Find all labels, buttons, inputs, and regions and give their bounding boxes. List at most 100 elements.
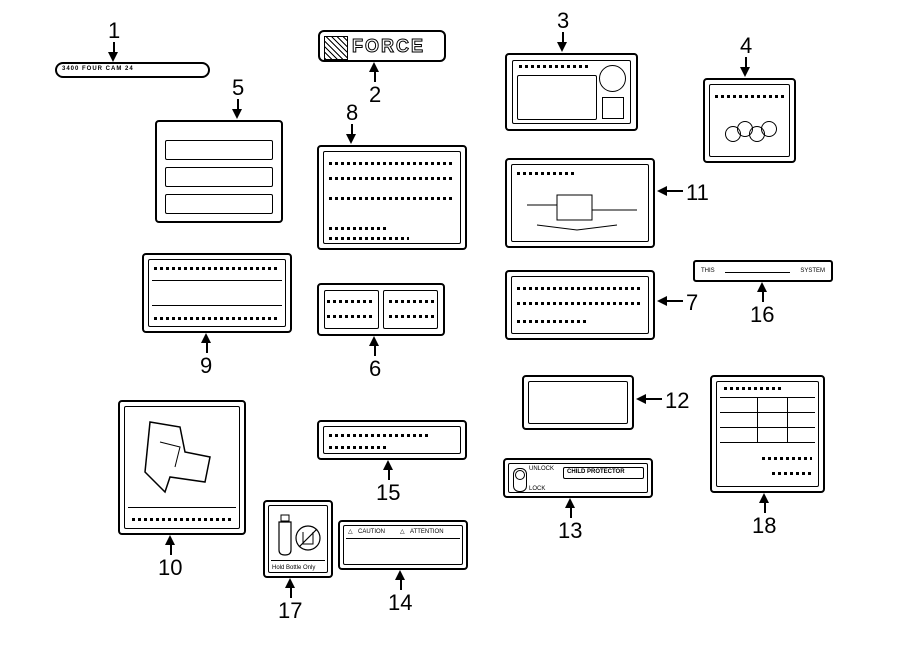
part-7-sq3 xyxy=(517,320,587,323)
part-6 xyxy=(317,283,445,336)
callout-4: 4 xyxy=(740,33,752,59)
part-14-tri1: △ xyxy=(348,528,353,535)
part-8-sq5 xyxy=(329,237,409,240)
part-1-text: 3400 FOUR CAM 24 xyxy=(62,66,134,72)
part-15 xyxy=(317,420,467,460)
part-4 xyxy=(703,78,796,163)
part-6-left xyxy=(324,290,379,329)
part-9 xyxy=(142,253,292,333)
part-7-inner xyxy=(511,276,649,334)
callout-7: 7 xyxy=(686,290,698,316)
part-4-circles xyxy=(725,121,775,146)
part-15-sq2 xyxy=(329,446,389,449)
part-8-sq2 xyxy=(329,177,454,180)
arrow-7 xyxy=(657,296,667,306)
arrow-11-line xyxy=(665,190,683,192)
part-2-iforce: FORCE xyxy=(318,30,446,62)
callout-5: 5 xyxy=(232,75,244,101)
part-13-lock: LOCK xyxy=(529,486,545,492)
arrow-6 xyxy=(369,336,379,346)
part-7-sq1 xyxy=(517,287,642,290)
part-11 xyxy=(505,158,655,248)
part-3-sq1 xyxy=(519,65,589,68)
callout-2: 2 xyxy=(369,82,381,108)
part-6-sq4 xyxy=(389,315,434,318)
part-13-child: CHILD PROTECTOR xyxy=(567,469,625,475)
arrow-3 xyxy=(557,42,567,52)
part-12-inner xyxy=(528,381,628,424)
callout-14: 14 xyxy=(388,590,412,616)
part-5 xyxy=(155,120,283,223)
part-6-sq2 xyxy=(389,300,434,303)
callout-15: 15 xyxy=(376,480,400,506)
arrow-5 xyxy=(232,109,242,119)
part-1-nameplate: 3400 FOUR CAM 24 xyxy=(55,62,210,78)
part-2-hatch xyxy=(324,36,348,60)
part-16: THIS SYSTEM xyxy=(693,260,833,282)
part-7-sq2 xyxy=(517,302,642,305)
part-17-bottle xyxy=(273,510,323,560)
arrow-10 xyxy=(165,535,175,545)
callout-1: 1 xyxy=(108,18,120,44)
part-15-inner xyxy=(323,426,461,454)
part-18-sq3 xyxy=(772,472,812,475)
callout-18: 18 xyxy=(752,513,776,539)
part-6-sq3 xyxy=(327,315,372,318)
arrow-9 xyxy=(201,333,211,343)
arrow-1 xyxy=(108,52,118,62)
arrow-15 xyxy=(383,460,393,470)
arrow-2 xyxy=(369,62,379,72)
part-5-bar2 xyxy=(165,167,273,187)
callout-13: 13 xyxy=(558,518,582,544)
part-10-sq1 xyxy=(132,518,232,521)
part-3-x xyxy=(602,97,624,119)
callout-10: 10 xyxy=(158,555,182,581)
part-10 xyxy=(118,400,246,535)
arrow-12 xyxy=(636,394,646,404)
part-4-sq1 xyxy=(715,95,785,98)
part-15-sq1 xyxy=(329,434,429,437)
arrow-17 xyxy=(285,578,295,588)
callout-9: 9 xyxy=(200,353,212,379)
callout-3: 3 xyxy=(557,8,569,34)
arrow-11 xyxy=(657,186,667,196)
part-7 xyxy=(505,270,655,340)
part-12 xyxy=(522,375,634,430)
part-14: △ CAUTION △ ATTENTION xyxy=(338,520,468,570)
part-18-sq1 xyxy=(724,387,784,390)
arrow-18 xyxy=(759,493,769,503)
part-16-this: THIS xyxy=(701,268,715,274)
part-2-text: FORCE xyxy=(352,36,425,57)
part-16-system: SYSTEM xyxy=(800,268,825,274)
arrow-8 xyxy=(346,134,356,144)
part-5-bar1 xyxy=(165,140,273,160)
part-6-sq1 xyxy=(327,300,372,303)
callout-11: 11 xyxy=(686,180,709,206)
part-14-tri2: △ xyxy=(400,528,405,535)
part-18-sq2 xyxy=(762,457,812,460)
arrow-12-line xyxy=(644,398,662,400)
part-13-unlock: UNLOCK xyxy=(529,466,554,472)
part-6-right xyxy=(383,290,438,329)
part-3-screen xyxy=(517,75,597,120)
part-17-text: Hold Bottle Only xyxy=(272,565,315,571)
part-10-map xyxy=(130,412,235,502)
part-14-attention: ATTENTION xyxy=(410,529,444,535)
callout-17: 17 xyxy=(278,598,302,624)
part-14-caution: CAUTION xyxy=(358,529,385,535)
part-3 xyxy=(505,53,638,131)
part-18 xyxy=(710,375,825,493)
part-9-sq1 xyxy=(154,267,279,270)
part-3-circle xyxy=(599,65,626,92)
part-8 xyxy=(317,145,467,250)
part-11-sq1 xyxy=(517,172,577,175)
part-11-engine xyxy=(517,185,647,240)
part-17: Hold Bottle Only xyxy=(263,500,333,578)
part-8-sq4 xyxy=(329,227,389,230)
callout-8: 8 xyxy=(346,100,358,126)
arrow-14 xyxy=(395,570,405,580)
part-8-sq1 xyxy=(329,162,454,165)
part-5-bar3 xyxy=(165,194,273,214)
arrow-13 xyxy=(565,498,575,508)
callout-16: 16 xyxy=(750,302,774,328)
